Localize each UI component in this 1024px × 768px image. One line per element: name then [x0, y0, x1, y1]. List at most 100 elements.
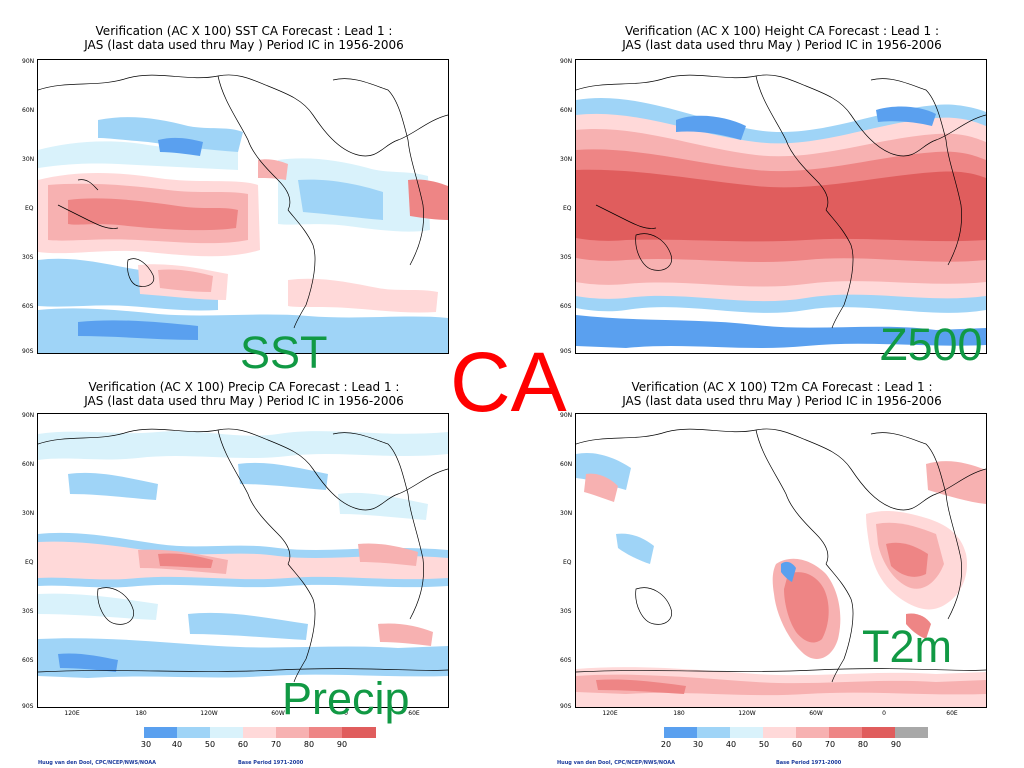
t2m-lon-label: 60E — [946, 710, 958, 717]
t2m-colorbar-swatch — [895, 727, 928, 738]
precip-variable-label: Precip — [282, 673, 410, 724]
t2m-colorbar-swatch — [664, 727, 697, 738]
t2m-colorbar-tick: 30 — [692, 740, 704, 749]
precip-lat-label: 90N — [22, 412, 35, 419]
t2m-colorbar-tick: 80 — [857, 740, 869, 749]
sst-variable-label: SST — [240, 327, 328, 378]
z500-lat-label: 60N — [560, 107, 573, 114]
t2m-correlation-shading — [576, 452, 986, 707]
t2m-title-line2: JAS (last data used thru May ) Period IC… — [622, 394, 942, 408]
sst-colorbar-tick: 60 — [237, 740, 249, 749]
z500-panel-title: Verification (AC X 100) Height CA Foreca… — [576, 24, 988, 52]
sst-colorbar-swatch — [144, 727, 177, 738]
z500-variable-label: Z500 — [880, 319, 983, 370]
t2m-colorbar-tick: 20 — [660, 740, 672, 749]
t2m-map-graphic — [576, 428, 986, 707]
precip-lat-label: 30S — [22, 608, 34, 615]
sst-coastlines — [38, 74, 448, 329]
z500-title-line1: Verification (AC X 100) Height CA Foreca… — [624, 24, 939, 38]
precip-coastlines — [38, 428, 448, 683]
t2m-title-line1: Verification (AC X 100) T2m CA Forecast … — [631, 380, 933, 394]
sst-colorbar-tick: 30 — [140, 740, 152, 749]
t2m-map — [575, 413, 987, 708]
sst-lat-label: 60S — [22, 303, 34, 310]
sst-map — [37, 59, 449, 354]
sst-colorbar-swatch — [309, 727, 342, 738]
sst-colorbar-swatch — [210, 727, 243, 738]
precip-lat-label: 30N — [22, 510, 35, 517]
precip-lon-label: 60W — [271, 710, 285, 717]
precip-title-line1: Verification (AC X 100) Precip CA Foreca… — [88, 380, 400, 394]
z500-title-line2: JAS (last data used thru May ) Period IC… — [622, 38, 942, 52]
z500-lat-label: EQ — [563, 205, 572, 212]
sst-colorbar-tick: 50 — [204, 740, 216, 749]
sst-lat-label: 90S — [22, 348, 34, 355]
z500-coastlines — [576, 74, 986, 329]
sst-lat-label: EQ — [25, 205, 34, 212]
sst-colorbar-tick: 80 — [303, 740, 315, 749]
precip-lon-label: 120E — [64, 710, 80, 717]
precip-correlation-shading — [38, 431, 448, 678]
footer-author-left: Huug van den Dool, CPC/NCEP/NWS/NOAA — [38, 760, 156, 766]
t2m-colorbar-swatch — [697, 727, 730, 738]
t2m-lon-label: 120E — [602, 710, 618, 717]
sst-title-line1: Verification (AC X 100) SST CA Forecast … — [95, 24, 393, 38]
sst-colorbar-tick: 90 — [336, 740, 348, 749]
precip-map-graphic — [38, 428, 448, 683]
t2m-lat-label: 30S — [560, 608, 572, 615]
precip-lat-label: 60S — [22, 657, 34, 664]
t2m-colorbar-swatch — [862, 727, 895, 738]
z500-lat-label: 60S — [560, 303, 572, 310]
precip-lat-label: 90S — [22, 703, 34, 710]
precip-lon-label: 120W — [200, 710, 218, 717]
t2m-colorbar-tick: 70 — [824, 740, 836, 749]
sst-colorbar-swatch — [177, 727, 210, 738]
t2m-colorbar-tick: 90 — [890, 740, 902, 749]
t2m-variable-label: T2m — [862, 621, 952, 672]
z500-lat-label: 90S — [560, 348, 572, 355]
sst-map-graphic — [38, 74, 448, 353]
t2m-colorbar-tick: 50 — [758, 740, 770, 749]
t2m-lon-label: 0 — [882, 710, 886, 717]
precip-panel-title: Verification (AC X 100) Precip CA Foreca… — [38, 380, 450, 408]
center-method-label: CA — [450, 335, 567, 429]
z500-map-graphic — [576, 74, 986, 348]
t2m-lon-label: 120W — [738, 710, 756, 717]
sst-lat-label: 60N — [22, 107, 35, 114]
t2m-lat-label: 30N — [560, 510, 573, 517]
t2m-lat-label: EQ — [563, 559, 572, 566]
t2m-colorbar-swatch — [829, 727, 862, 738]
sst-lat-label: 30N — [22, 156, 35, 163]
sst-colorbar-tick: 70 — [270, 740, 282, 749]
precip-map — [37, 413, 449, 708]
t2m-colorbar-swatch — [730, 727, 763, 738]
t2m-lat-label: 90S — [560, 703, 572, 710]
sst-colorbar-swatch — [342, 727, 376, 738]
precip-title-line2: JAS (last data used thru May ) Period IC… — [84, 394, 404, 408]
sst-title-line2: JAS (last data used thru May ) Period IC… — [84, 38, 404, 52]
t2m-lat-label: 60N — [560, 461, 573, 468]
t2m-panel-title: Verification (AC X 100) T2m CA Forecast … — [576, 380, 988, 408]
t2m-lon-label: 60W — [809, 710, 823, 717]
precip-lon-label: 60E — [408, 710, 420, 717]
sst-panel-title: Verification (AC X 100) SST CA Forecast … — [38, 24, 450, 52]
t2m-coastlines — [576, 428, 986, 683]
z500-lat-label: 30N — [560, 156, 573, 163]
footer-author-right: Huug van den Dool, CPC/NCEP/NWS/NOAA — [557, 760, 675, 766]
sst-colorbar-tick: 40 — [171, 740, 183, 749]
z500-map — [575, 59, 987, 354]
precip-lat-label: 60N — [22, 461, 35, 468]
z500-correlation-shading — [576, 97, 986, 348]
precip-lon-label: 0 — [344, 710, 348, 717]
t2m-colorbar-swatches — [664, 727, 928, 738]
precip-lat-label: EQ — [25, 559, 34, 566]
z500-lat-label: 30S — [560, 254, 572, 261]
t2m-lat-label: 90N — [560, 412, 573, 419]
t2m-colorbar-tick: 60 — [791, 740, 803, 749]
sst-lat-label: 30S — [22, 254, 34, 261]
t2m-colorbar-swatch — [796, 727, 829, 738]
footer-base-period-left: Base Period 1971-2000 — [238, 760, 304, 766]
t2m-colorbar-tick: 40 — [725, 740, 737, 749]
sst-colorbar-swatch — [243, 727, 276, 738]
t2m-colorbar-swatch — [763, 727, 796, 738]
